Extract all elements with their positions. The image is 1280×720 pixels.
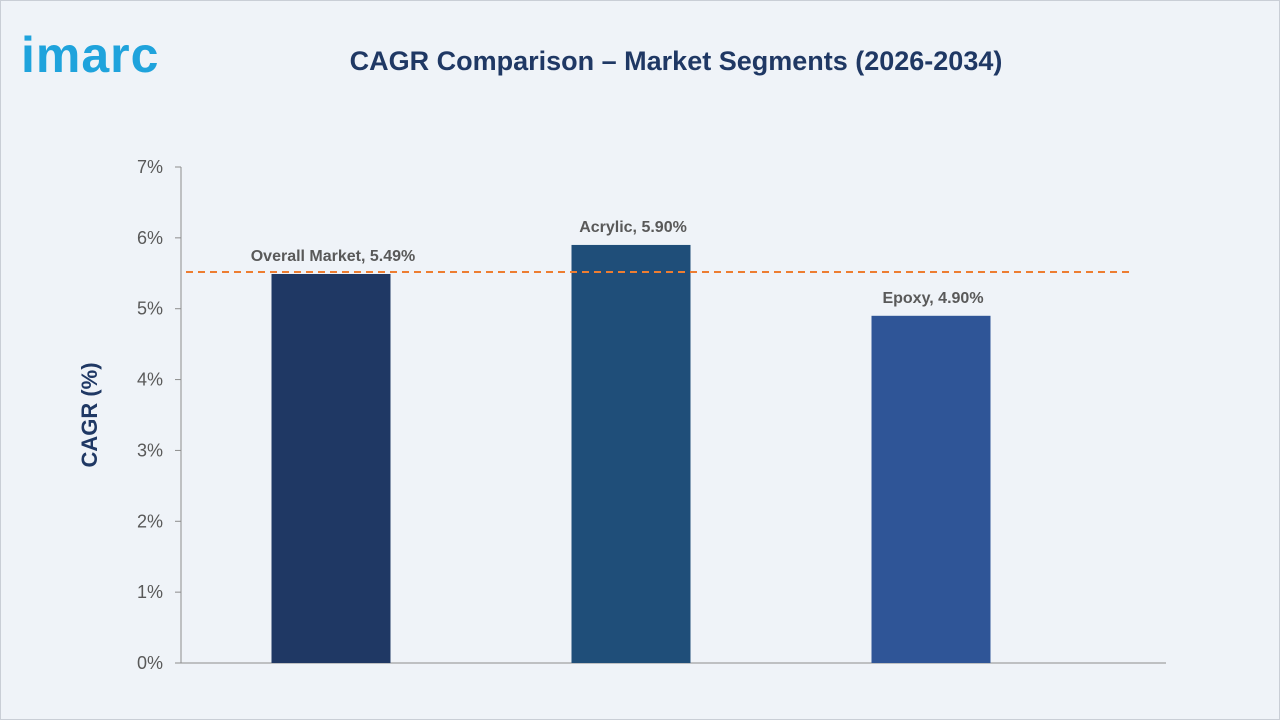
- bar-acrylic: [571, 244, 691, 663]
- y-tick-label: 1%: [137, 582, 163, 602]
- y-tick-label: 2%: [137, 511, 163, 531]
- data-label: Overall Market, 5.49%: [251, 248, 416, 265]
- y-tick-label: 4%: [137, 370, 163, 390]
- y-axis-title: CAGR (%): [77, 362, 102, 467]
- data-label: Epoxy, 4.90%: [882, 290, 983, 307]
- y-tick-label: 7%: [137, 157, 163, 177]
- y-tick-label: 0%: [137, 653, 163, 673]
- bar-overall-market: [271, 273, 391, 663]
- imarc-logo: imarc: [21, 27, 160, 83]
- data-label: Acrylic, 5.90%: [579, 219, 687, 236]
- y-tick-label: 6%: [137, 228, 163, 248]
- bar-epoxy: [871, 315, 991, 663]
- y-tick-label: 3%: [137, 440, 163, 460]
- chart-title: CAGR Comparison – Market Segments (2026-…: [349, 46, 1003, 76]
- y-tick-label: 5%: [137, 299, 163, 319]
